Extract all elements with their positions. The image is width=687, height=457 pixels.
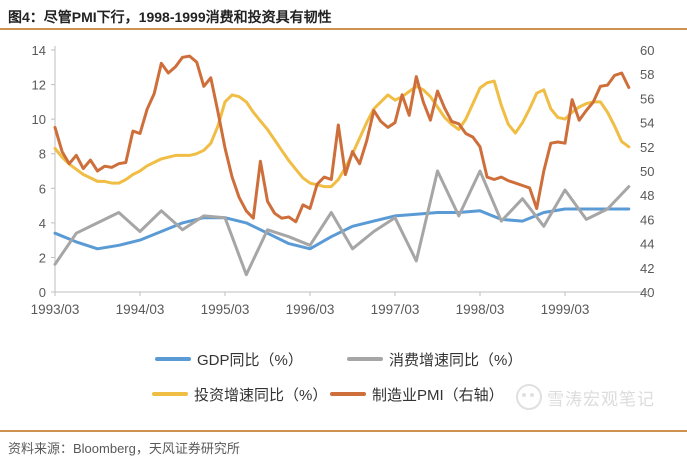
watermark-text: 雪涛宏观笔记 bbox=[547, 389, 655, 409]
left-axis-tick-label: 8 bbox=[39, 147, 46, 162]
x-axis-tick-label: 1997/03 bbox=[371, 302, 420, 317]
left-axis-tick-label: 4 bbox=[39, 216, 46, 231]
legend-item-gdp: GDP同比（%） bbox=[155, 350, 303, 369]
right-axis-tick-label: 40 bbox=[640, 285, 654, 300]
left-axis-tick-label: 14 bbox=[32, 43, 46, 58]
right-axis-tick-label: 44 bbox=[640, 237, 654, 252]
chart-canvas: 0246810121440424446485052545658601993/03… bbox=[31, 43, 655, 317]
investment-line-swatch-icon bbox=[152, 392, 188, 396]
series-line-消费增速同比（%） bbox=[53, 169, 631, 277]
legend-label-consumption: 消费增速同比（%） bbox=[389, 351, 523, 369]
left-axis-tick-label: 0 bbox=[39, 285, 46, 300]
x-axis-tick-label: 1994/03 bbox=[116, 302, 165, 317]
right-axis-tick-label: 50 bbox=[640, 164, 654, 179]
right-axis-tick-label: 56 bbox=[640, 91, 654, 106]
chart-title: 图4：尽管PMI下行，1998-1999消费和投资具有韧性 bbox=[8, 9, 332, 25]
title-divider bbox=[0, 28, 687, 30]
series-line-制造业PMI（右轴） bbox=[53, 54, 631, 224]
x-axis-tick-label: 1993/03 bbox=[31, 302, 80, 317]
right-axis-tick-label: 48 bbox=[640, 188, 654, 203]
left-axis-tick-label: 2 bbox=[39, 250, 46, 265]
consumption-line-swatch-icon bbox=[347, 357, 383, 361]
legend-label-investment: 投资增速同比（%） bbox=[194, 386, 328, 404]
legend-label-gdp: GDP同比（%） bbox=[197, 351, 303, 369]
left-axis-tick-label: 10 bbox=[32, 112, 46, 127]
right-axis-tick-label: 42 bbox=[640, 261, 654, 276]
left-axis-tick-label: 12 bbox=[32, 78, 46, 93]
legend-item-consumption: 消费增速同比（%） bbox=[347, 350, 523, 369]
legend-item-pmi: 制造业PMI（右轴） bbox=[330, 385, 504, 404]
left-axis-tick-label: 6 bbox=[39, 181, 46, 196]
x-axis-tick-label: 1995/03 bbox=[201, 302, 250, 317]
right-axis-tick-label: 52 bbox=[640, 140, 654, 155]
right-axis-tick-label: 54 bbox=[640, 116, 654, 131]
watermark-logo-icon bbox=[516, 384, 542, 410]
watermark: 雪涛宏观笔记 bbox=[516, 384, 655, 410]
x-axis-tick-label: 1998/03 bbox=[456, 302, 505, 317]
right-axis-tick-label: 46 bbox=[640, 212, 654, 227]
series-line-投资增速同比（%） bbox=[53, 79, 631, 189]
footer-divider bbox=[0, 430, 687, 432]
gdp-line-swatch-icon bbox=[155, 357, 191, 361]
right-axis-tick-label: 58 bbox=[640, 67, 654, 82]
legend-item-investment: 投资增速同比（%） bbox=[152, 385, 328, 404]
right-axis-tick-label: 60 bbox=[640, 43, 654, 58]
x-axis-tick-label: 1996/03 bbox=[286, 302, 335, 317]
pmi-line-swatch-icon bbox=[330, 392, 366, 396]
x-axis-tick-label: 1999/03 bbox=[541, 302, 590, 317]
source-note: 资料来源：Bloomberg，天风证券研究所 bbox=[8, 441, 240, 456]
legend-label-pmi: 制造业PMI（右轴） bbox=[372, 386, 504, 404]
